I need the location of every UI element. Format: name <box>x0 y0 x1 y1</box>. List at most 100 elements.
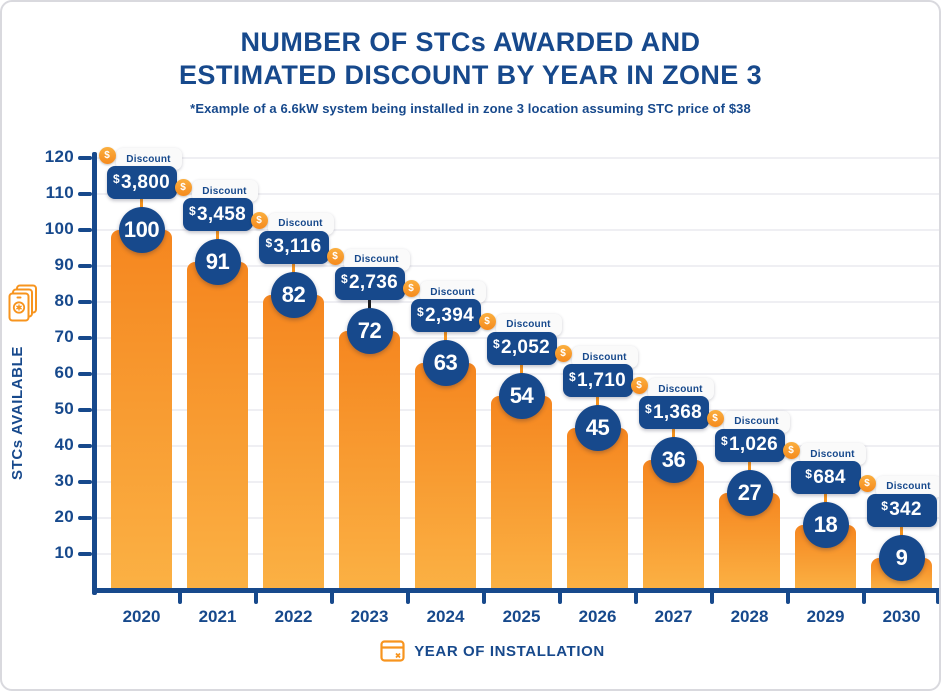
y-axis-tick-label: 90 <box>54 255 74 274</box>
stc-value-circle: 18 <box>802 502 849 549</box>
x-axis-label-2030: 2030 <box>882 607 921 626</box>
dollar-coin-icon: $ <box>478 312 496 330</box>
dollar-coin-icon: $ <box>98 147 116 164</box>
y-axis-tick-label: 40 <box>54 435 74 454</box>
bar-2025 <box>491 395 552 590</box>
x-axis-label-2020: 2020 <box>122 607 161 626</box>
dollar-coin-icon: $ <box>326 247 344 265</box>
discount-caption: Discount <box>343 248 410 271</box>
calendar-icon <box>380 640 405 662</box>
discount-caption: Discount <box>191 180 258 203</box>
bar-2024 <box>415 363 476 590</box>
bar-2026 <box>567 428 628 590</box>
dollar-sign: $ <box>265 236 273 251</box>
x-axis-label-2021: 2021 <box>198 607 237 626</box>
discount-amount-badge: $1,710 <box>562 364 633 397</box>
discount-amount-badge: $1,368 <box>638 396 709 430</box>
stc-value-circle: 72 <box>346 307 393 354</box>
bar-2023 <box>339 330 400 590</box>
stc-value-circle: 9 <box>878 534 925 581</box>
discount-caption: Discount <box>647 378 714 401</box>
x-axis-label-2027: 2027 <box>654 607 693 626</box>
bar-2021 <box>187 262 248 590</box>
gridline <box>97 157 939 159</box>
x-axis-tick <box>633 591 638 604</box>
discount-amount-badge: $2,736 <box>334 266 405 300</box>
y-axis-tick-label: 50 <box>54 399 74 418</box>
dollar-sign: $ <box>881 499 889 514</box>
discount-amount-badge: $3,458 <box>182 198 253 232</box>
discount-caption: Discount <box>799 443 866 466</box>
dollar-sign: $ <box>720 434 728 449</box>
gridline <box>97 193 939 195</box>
x-axis-line <box>92 588 939 593</box>
discount-amount-badge: $342 <box>866 493 937 527</box>
discount-amount-badge: $684 <box>790 461 861 495</box>
y-axis-tick-label: 120 <box>44 147 74 166</box>
chart-subtitle: *Example of a 6.6kW system being install… <box>190 101 751 116</box>
x-axis-label-2025: 2025 <box>502 607 541 626</box>
x-axis-label-2024: 2024 <box>426 607 465 626</box>
dollar-coin-icon: $ <box>782 442 800 460</box>
discount-amount-badge: $1,026 <box>714 428 785 462</box>
stc-value-circle: 45 <box>574 405 621 451</box>
dollar-sign: $ <box>644 401 652 416</box>
x-axis-tick <box>557 591 562 604</box>
dollar-coin-icon: $ <box>250 211 268 229</box>
y-axis-tick <box>78 444 92 448</box>
x-axis-tick <box>405 591 410 604</box>
y-axis-line <box>92 152 97 595</box>
y-axis-tick-label: 70 <box>54 327 74 346</box>
y-axis-tick <box>78 300 92 304</box>
y-axis-tick-label: 30 <box>54 471 74 490</box>
dollar-sign: $ <box>805 466 813 481</box>
y-axis-tick-label: 20 <box>54 507 74 526</box>
discount-caption: Discount <box>571 346 638 368</box>
stc-value-circle: 27 <box>726 469 773 516</box>
dollar-coin-icon: $ <box>630 377 648 395</box>
y-axis-tick <box>78 552 92 556</box>
dollar-sign: $ <box>340 272 348 287</box>
gridline <box>97 229 939 231</box>
y-axis-tick <box>78 408 92 412</box>
dollar-sign: $ <box>568 369 576 384</box>
y-axis-tick <box>78 264 92 268</box>
x-axis-label-2022: 2022 <box>274 607 313 626</box>
dollar-sign: $ <box>416 304 424 319</box>
bar-2020 <box>111 230 172 590</box>
y-axis-tick <box>78 156 92 160</box>
x-axis-label-2029: 2029 <box>806 607 845 626</box>
y-axis-tick <box>78 192 92 196</box>
discount-caption: Discount <box>419 281 486 304</box>
y-axis-tick <box>78 516 92 520</box>
discount-caption: Discount <box>495 313 562 336</box>
dollar-coin-icon: $ <box>706 409 724 427</box>
x-axis-tick <box>936 591 939 604</box>
y-axis-tick <box>78 372 92 376</box>
stc-value-circle: 82 <box>270 271 317 318</box>
chart-title: NUMBER OF STCs AWARDED AND ESTIMATED DIS… <box>2 26 939 92</box>
dollar-coin-icon: $ <box>402 280 420 298</box>
x-axis-tick <box>861 591 866 604</box>
y-axis-tick-label: 80 <box>54 291 74 310</box>
dollar-sign: $ <box>188 203 196 218</box>
dollar-coin-icon: $ <box>554 345 572 362</box>
dollar-sign: $ <box>112 171 120 186</box>
stc-value-circle: 91 <box>194 239 241 286</box>
y-axis-tick <box>78 228 92 232</box>
y-axis-tick-label: 110 <box>45 183 74 202</box>
x-axis-title-group: YEAR OF INSTALLATION <box>2 640 939 662</box>
y-axis-tick-label: 100 <box>44 219 74 238</box>
gridline <box>97 265 939 267</box>
x-axis-tick <box>481 591 486 604</box>
stc-value-circle: 100 <box>118 207 165 253</box>
discount-amount-badge: $3,116 <box>258 230 329 264</box>
stc-value-circle: 36 <box>650 437 697 484</box>
stc-value-circle: 63 <box>422 340 469 387</box>
discount-caption: Discount <box>267 212 334 235</box>
discount-amount-badge: $3,800 <box>106 166 177 199</box>
dollar-coin-icon: $ <box>858 474 876 492</box>
discount-caption: Discount <box>875 475 939 498</box>
